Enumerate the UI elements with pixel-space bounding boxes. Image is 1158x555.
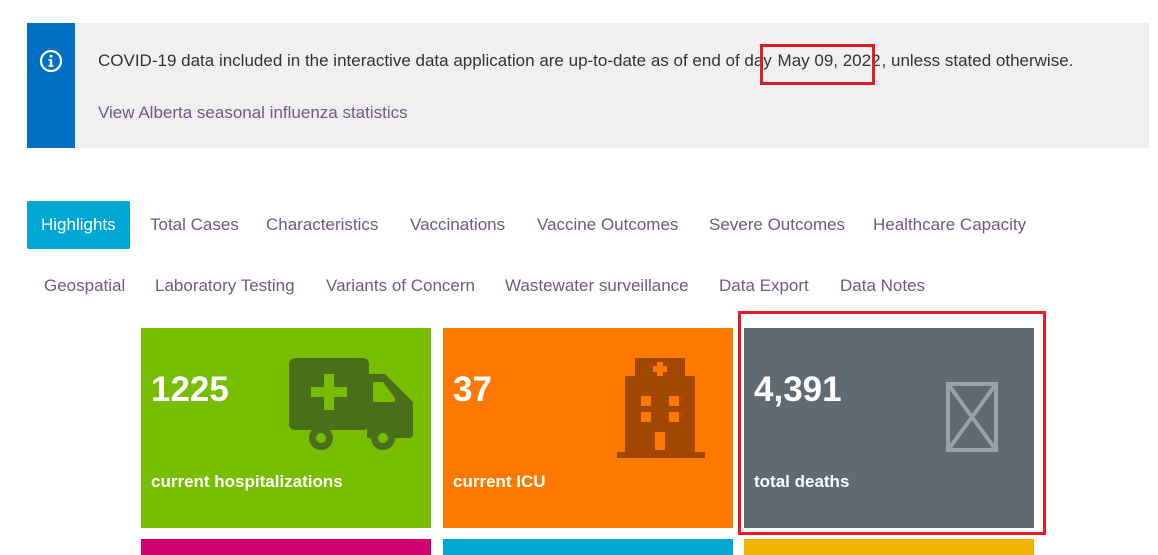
tab-data-notes[interactable]: Data Notes bbox=[840, 276, 926, 295]
icu-label: current ICU bbox=[453, 472, 546, 491]
tab-healthcare-capacity[interactable]: Healthcare Capacity bbox=[873, 215, 1027, 234]
notice-accent-bar bbox=[27, 23, 75, 148]
tab-variants-of-concern[interactable]: Variants of Concern bbox=[326, 276, 475, 295]
card-current-icu: 37 current ICU bbox=[443, 328, 733, 528]
card-strip-1 bbox=[141, 539, 431, 555]
missing-glyph-icon bbox=[946, 382, 998, 452]
tab-severe-outcomes[interactable]: Severe Outcomes bbox=[709, 215, 846, 234]
tab-characteristics[interactable]: Characteristics bbox=[266, 215, 379, 234]
hospitalizations-value: 1225 bbox=[151, 370, 229, 409]
deaths-value: 4,391 bbox=[754, 370, 842, 409]
card-strip-3 bbox=[744, 539, 1034, 555]
tab-total-cases[interactable]: Total Cases bbox=[150, 215, 239, 234]
hospital-icon bbox=[617, 358, 705, 458]
notice-date: May 09, 2022 bbox=[777, 51, 881, 70]
notice-text-after: , unless stated otherwise. bbox=[881, 51, 1074, 70]
tab-highlights[interactable]: Highlights bbox=[27, 201, 130, 249]
hospitalizations-label: current hospitalizations bbox=[151, 472, 343, 491]
tab-laboratory-testing[interactable]: Laboratory Testing bbox=[155, 276, 295, 295]
icu-value: 37 bbox=[453, 370, 492, 409]
card-strip-2 bbox=[443, 539, 733, 555]
tab-vaccinations[interactable]: Vaccinations bbox=[410, 215, 506, 234]
ambulance-icon bbox=[289, 358, 413, 450]
tab-wastewater-surveillance[interactable]: Wastewater surveillance bbox=[505, 276, 689, 295]
notice-message: COVID-19 data included in the interactiv… bbox=[98, 51, 1073, 71]
tab-data-export[interactable]: Data Export bbox=[719, 276, 809, 295]
influenza-stats-link[interactable]: View Alberta seasonal influenza statisti… bbox=[98, 103, 408, 122]
notice-text-before: COVID-19 data included in the interactiv… bbox=[98, 51, 777, 70]
card-current-hospitalizations: 1225 current hospitalizations bbox=[141, 328, 431, 528]
info-icon bbox=[39, 49, 63, 73]
notice-banner: COVID-19 data included in the interactiv… bbox=[27, 23, 1149, 148]
tab-geospatial[interactable]: Geospatial bbox=[44, 276, 126, 295]
card-total-deaths: 4,391 total deaths bbox=[744, 328, 1034, 528]
tab-vaccine-outcomes[interactable]: Vaccine Outcomes bbox=[537, 215, 679, 234]
deaths-label: total deaths bbox=[754, 472, 850, 491]
